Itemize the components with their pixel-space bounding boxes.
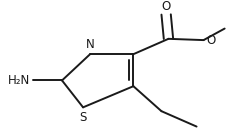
Text: N: N [86, 38, 95, 51]
Text: H₂N: H₂N [8, 74, 30, 87]
Text: O: O [206, 34, 216, 47]
Text: S: S [79, 111, 87, 124]
Text: O: O [161, 0, 170, 13]
